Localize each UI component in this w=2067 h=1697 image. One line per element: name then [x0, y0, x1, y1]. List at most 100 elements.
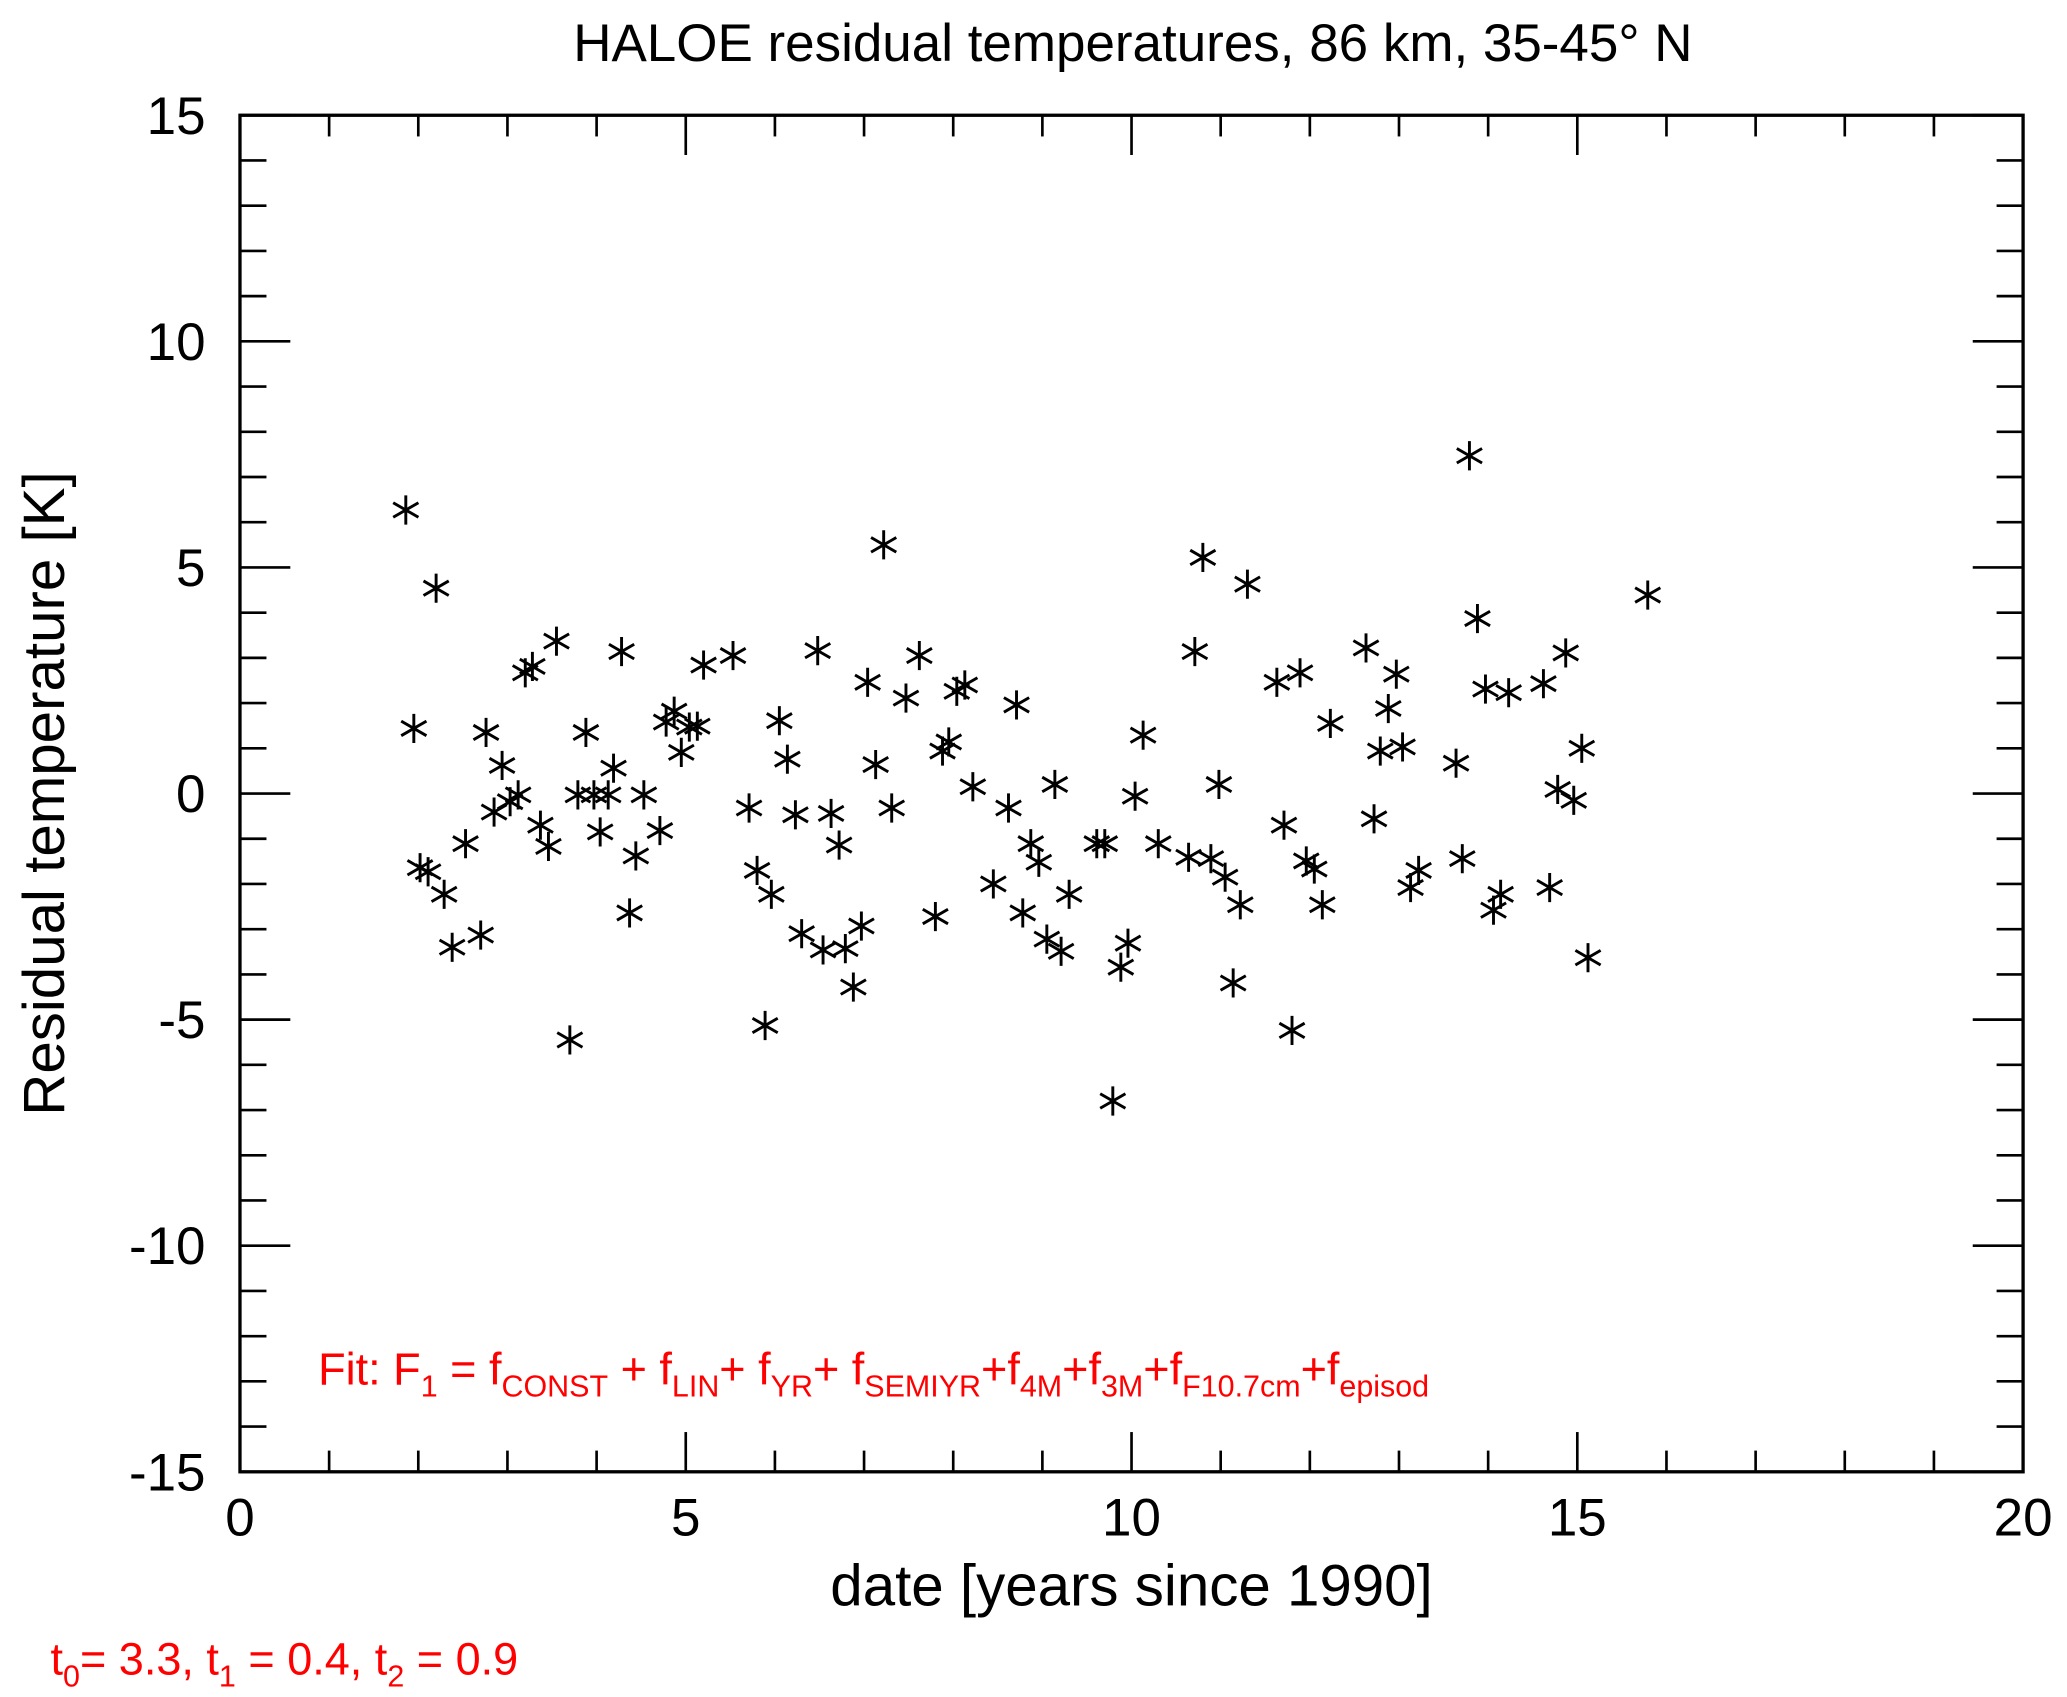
- data-point: [1055, 879, 1083, 909]
- annotation-text: t: [51, 1633, 64, 1684]
- annotation-text: = 3.3, t: [80, 1633, 219, 1684]
- data-point: [586, 817, 614, 847]
- data-point: [959, 772, 987, 802]
- data-point: [1047, 936, 1075, 966]
- annotation-text: = f: [438, 1343, 502, 1394]
- data-point: [995, 793, 1022, 823]
- axes: 0 5 10 15 20 -15 -10 -5 0 5 10 15: [129, 87, 2053, 1548]
- data-point: [683, 711, 711, 741]
- data-point: [1270, 810, 1298, 840]
- data-point: [646, 816, 674, 846]
- data-point: [788, 919, 816, 949]
- annotation-text: = 0.4, t: [236, 1633, 388, 1684]
- annotation-text: +f: [1301, 1343, 1340, 1394]
- y-axis-label: Residual temperature [K]: [12, 471, 77, 1115]
- data-point: [840, 972, 867, 1002]
- data-point: [878, 793, 906, 823]
- subscript: episod: [1339, 1369, 1429, 1403]
- data-point: [504, 780, 532, 810]
- data-point: [1495, 678, 1523, 708]
- y-tick-label: 15: [147, 87, 206, 146]
- data-points: [392, 441, 1662, 1116]
- annotation-text: +f: [981, 1343, 1020, 1394]
- data-point: [905, 641, 933, 671]
- annotation-text: +f: [1062, 1343, 1101, 1394]
- annotation-text: = 0.9: [404, 1633, 518, 1684]
- data-point: [1091, 829, 1119, 859]
- data-point: [1114, 928, 1142, 958]
- data-point: [630, 780, 658, 810]
- subscript: YR: [771, 1369, 813, 1403]
- data-point: [1389, 732, 1416, 762]
- data-point: [564, 780, 592, 810]
- data-point: [556, 1025, 584, 1055]
- y-tick-label: 5: [176, 539, 205, 598]
- x-tick-label: 15: [1548, 1488, 1607, 1547]
- data-point: [1530, 669, 1557, 699]
- data-point: [951, 670, 979, 700]
- data-point: [1003, 690, 1030, 720]
- data-point: [1211, 862, 1239, 892]
- data-point: [804, 636, 832, 666]
- subscript: 0: [63, 1659, 80, 1693]
- data-point: [854, 667, 881, 697]
- data-point: [757, 879, 785, 909]
- data-point: [622, 841, 650, 871]
- params-annotation: t0= 3.3, t1 = 0.4, t2 = 0.9: [51, 1633, 519, 1693]
- data-point: [690, 650, 717, 680]
- data-point: [1316, 708, 1344, 739]
- data-point: [527, 810, 554, 840]
- data-point: [929, 736, 956, 766]
- data-point: [660, 696, 688, 726]
- y-tick-label: -5: [158, 991, 205, 1050]
- x-tick-label: 10: [1102, 1488, 1161, 1547]
- annotation-text: + f: [813, 1343, 865, 1394]
- data-point: [825, 830, 853, 860]
- data-point: [1129, 720, 1157, 750]
- data-point: [519, 651, 546, 682]
- data-point: [1278, 1015, 1306, 1046]
- data-point: [892, 683, 920, 713]
- data-point: [1197, 844, 1225, 874]
- data-point: [766, 706, 793, 736]
- data-point: [1448, 844, 1476, 874]
- data-point: [735, 793, 763, 823]
- data-point: [1382, 659, 1410, 689]
- chart-title: HALOE residual temperatures, 86 km, 35-4…: [573, 14, 1692, 73]
- data-point: [572, 717, 600, 748]
- data-point: [1175, 842, 1202, 872]
- data-point: [600, 753, 627, 783]
- annotation-text: Fit: F: [318, 1343, 421, 1394]
- y-tick-label: 0: [176, 765, 205, 824]
- annotation-text: + f: [719, 1343, 771, 1394]
- data-point: [1366, 736, 1394, 766]
- subscript: F10.7cm: [1182, 1369, 1300, 1403]
- data-point: [751, 1010, 779, 1041]
- data-point: [1544, 774, 1572, 805]
- data-point: [1041, 769, 1069, 800]
- data-point: [1574, 943, 1602, 973]
- subscript: LIN: [672, 1369, 719, 1403]
- data-point: [1487, 879, 1514, 909]
- annotation-text: + f: [608, 1343, 672, 1394]
- data-point: [1442, 748, 1470, 778]
- data-point: [1189, 542, 1217, 573]
- y-tick-label: -10: [129, 1217, 206, 1276]
- data-point: [422, 573, 450, 603]
- data-point: [1352, 633, 1380, 663]
- data-point: [1033, 924, 1061, 954]
- x-axis-label: date [years since 1990]: [830, 1554, 1432, 1619]
- data-point: [1308, 890, 1336, 920]
- data-point: [719, 641, 747, 671]
- data-point: [1025, 847, 1053, 877]
- data-point: [1300, 854, 1328, 884]
- data-point: [1121, 781, 1149, 811]
- x-tick-label: 5: [671, 1488, 700, 1547]
- data-point: [1536, 873, 1564, 903]
- data-point: [1286, 658, 1314, 688]
- data-point: [480, 797, 508, 827]
- data-point: [594, 780, 622, 810]
- data-point: [1144, 829, 1172, 859]
- y-tick-label: 10: [147, 313, 206, 372]
- data-point: [1360, 804, 1388, 834]
